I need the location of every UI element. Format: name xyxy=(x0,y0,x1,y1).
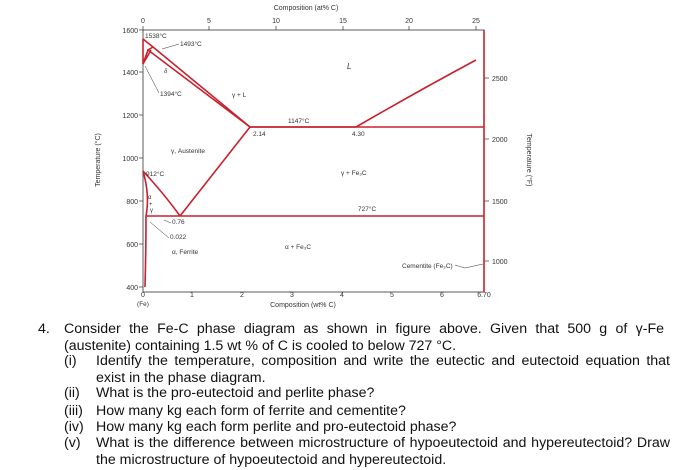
bottom-tick-label: 4 xyxy=(340,292,344,299)
top-tick-label: 5 xyxy=(207,18,211,25)
phase-gamma-liquid: γ + L xyxy=(232,92,247,99)
right-tick-label: 1500 xyxy=(492,199,508,206)
phase-cementite: Cementite (Fe₃C) xyxy=(402,263,453,270)
left-tick-label: 1400 xyxy=(122,70,138,77)
top-axis-label: Composition (at% C) xyxy=(274,5,339,12)
top-tick-label: 10 xyxy=(272,18,280,25)
question-item-number: (v) xyxy=(64,435,81,451)
phase-alpha-gamma-g: γ xyxy=(150,208,153,214)
solidus-line xyxy=(146,46,251,128)
phase-liquid: L xyxy=(347,62,351,71)
question-item: (iii) How many kg each form of ferrite a… xyxy=(64,403,670,420)
left-tick-label: 400 xyxy=(126,285,138,292)
bottom-tick-label: 5 xyxy=(390,292,394,299)
right-axis-label: Temperature (°F) xyxy=(525,134,533,187)
phase-labels: δ L γ + L γ, Austenite γ + Fe₃C α + γ α,… xyxy=(148,62,484,270)
top-tick-label: 0 xyxy=(141,18,145,25)
left-tick-label: 1000 xyxy=(122,156,138,163)
label-1493: 1493°C xyxy=(180,40,202,48)
phase-alpha-gamma-a: α xyxy=(148,195,152,201)
question-item: (v) What is the difference between micro… xyxy=(64,435,670,468)
ferrite-solvus xyxy=(144,215,147,288)
label-727: 727°C xyxy=(358,205,376,213)
right-ticks: 2500 2000 1500 1000 xyxy=(492,76,508,266)
top-ticks: 0 5 10 15 20 25 xyxy=(141,18,480,25)
label-076: 0.76 xyxy=(172,219,185,226)
bottom-start-label: (Fe) xyxy=(137,301,149,308)
left-tick-label: 600 xyxy=(126,242,138,249)
label-912: 912°C xyxy=(146,170,164,178)
left-axis-label: Temperature (°C) xyxy=(94,133,102,187)
a3-line xyxy=(142,170,181,217)
acm-line xyxy=(179,126,251,217)
question-item: (ii) What is the pro-eutectoid and perli… xyxy=(64,385,670,402)
phase-alpha-cementite: α + Fe₃C xyxy=(285,244,311,251)
label-430: 4.30 xyxy=(352,131,365,138)
top-tick-label: 25 xyxy=(472,18,480,25)
phase-boundaries xyxy=(142,30,485,292)
question-item-number: (iv) xyxy=(64,419,84,435)
top-tick-label: 20 xyxy=(405,18,413,25)
phase-austenite: γ, Austenite xyxy=(171,148,205,155)
label-214: 2.14 xyxy=(253,131,266,138)
label-1538: 1538°C xyxy=(145,32,167,40)
question-item-number: (i) xyxy=(64,353,77,369)
question-item-number: (ii) xyxy=(64,385,80,401)
question-item-number: (iii) xyxy=(64,403,83,419)
right-tick-label: 2000 xyxy=(492,137,508,144)
question-number: 4. xyxy=(38,321,50,337)
bottom-tick-label: 6.70 xyxy=(477,292,491,299)
bottom-tick-label: 2 xyxy=(240,292,244,299)
label-1147: 1147°C xyxy=(288,117,310,125)
phase-ferrite: α, Ferrite xyxy=(172,249,199,256)
liquidus-line-right xyxy=(355,59,477,128)
right-tick-label: 2500 xyxy=(492,76,508,83)
phase-delta: δ xyxy=(164,69,168,75)
label-1394: 1394°C xyxy=(160,90,182,98)
liquidus-line xyxy=(142,38,356,128)
left-tick-label: 1600 xyxy=(122,28,138,35)
bottom-tick-label: 0 xyxy=(141,292,145,299)
fe-c-phase-diagram: Composition (at% C) 0 5 10 15 20 25 1600… xyxy=(94,5,533,309)
bottom-axis-label: Composition (wt% C) xyxy=(270,302,336,309)
top-tick-label: 15 xyxy=(339,18,347,25)
left-ticks: 1600 1400 1200 1000 800 600 400 xyxy=(122,28,138,292)
label-0022: 0.022 xyxy=(170,234,187,241)
delta-gamma-boundary xyxy=(142,49,152,65)
question-item-text: How many kg each form of ferrite and cem… xyxy=(96,403,406,419)
bottom-ticks: 0 1 2 3 4 5 6 6.70 xyxy=(141,292,491,299)
question-item: (iv) How many kg each form perlite and p… xyxy=(64,419,670,436)
question-item-text: Identify the temperature, composition an… xyxy=(96,353,670,386)
bottom-tick-label: 3 xyxy=(290,292,294,299)
question-item-text: What is the pro-eutectoid and perlite ph… xyxy=(96,385,375,401)
question-item: (i) Identify the temperature, compositio… xyxy=(64,353,670,386)
bottom-tick-label: 6 xyxy=(440,292,444,299)
question-item-text: What is the difference between microstru… xyxy=(96,435,670,468)
bottom-tick-label: 1 xyxy=(190,292,194,299)
point-labels: 1538°C 1493°C 1394°C 1147°C 2.14 4.30 91… xyxy=(144,32,376,241)
left-tick-label: 1200 xyxy=(122,113,138,120)
question-item-text: How many kg each form perlite and pro-eu… xyxy=(96,419,457,435)
question-intro-text: Consider the Fe-C phase diagram as shown… xyxy=(64,321,664,354)
right-tick-label: 1000 xyxy=(492,259,508,266)
ferrite-boundary xyxy=(142,170,149,217)
left-tick-label: 800 xyxy=(126,199,138,206)
phase-alpha-gamma-plus: + xyxy=(149,202,153,208)
question-intro: 4. Consider the Fe-C phase diagram as sh… xyxy=(38,321,664,354)
phase-gamma-cementite: γ + Fe₃C xyxy=(341,170,367,177)
